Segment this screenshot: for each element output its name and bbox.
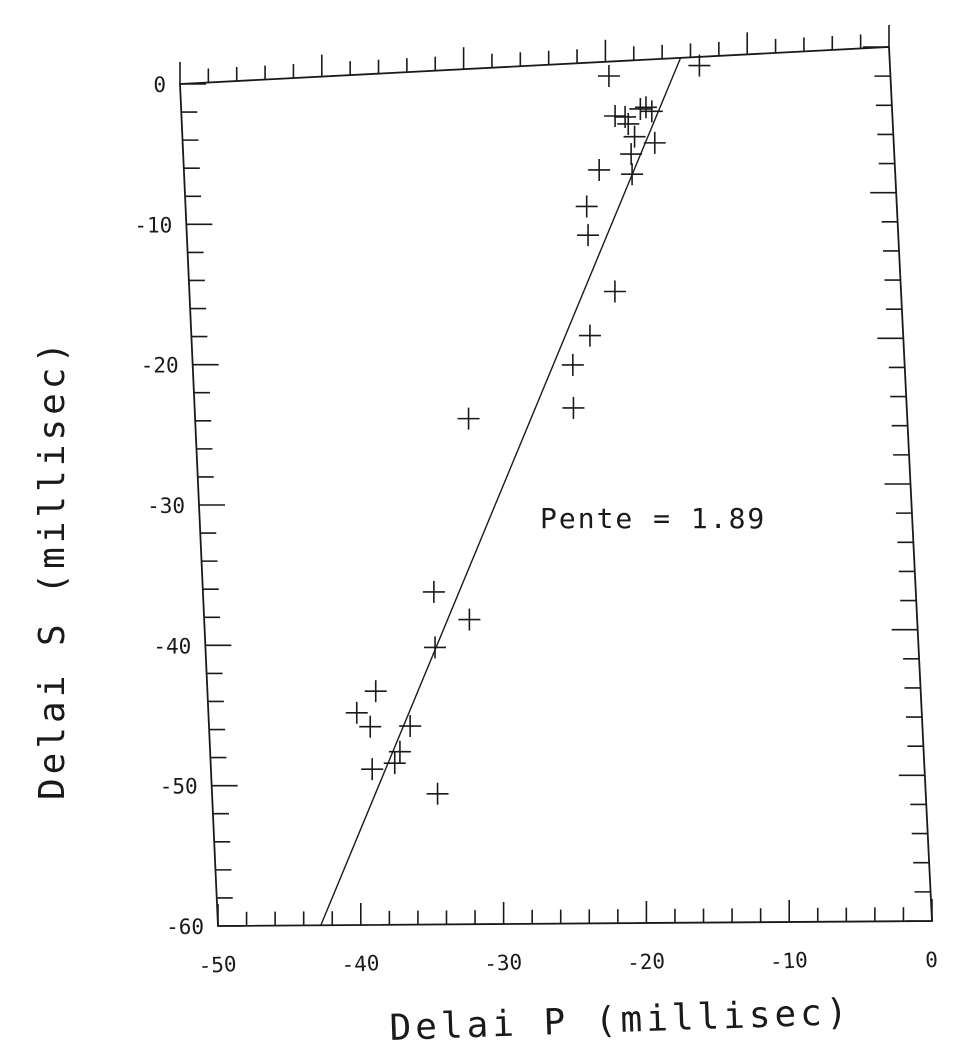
data-point — [603, 280, 626, 303]
data-point — [620, 143, 643, 166]
data-point — [361, 758, 384, 781]
data-point — [597, 65, 620, 88]
data-point — [422, 580, 445, 603]
x-tick-label: 0 — [925, 948, 939, 973]
data-point — [383, 752, 406, 775]
y-axis-title: Delai S (millisec) — [32, 338, 73, 800]
regression-line — [320, 57, 682, 926]
data-point — [577, 224, 600, 247]
bottom-axis-ticks — [217, 899, 933, 926]
y-tick-label: -40 — [153, 634, 191, 658]
data-point — [364, 680, 387, 703]
data-point — [588, 158, 611, 181]
data-point — [643, 131, 666, 154]
slope-annotation: Pente = 1.89 — [540, 502, 766, 535]
left-axis-ticks — [180, 83, 244, 927]
y-tick-label: 0 — [153, 73, 166, 97]
y-tick-label: -30 — [147, 494, 185, 518]
y-tick-label: -60 — [166, 915, 204, 939]
x-axis-title: Delai P (millisec) — [389, 992, 852, 1049]
x-tick-label: -50 — [198, 952, 237, 978]
data-points — [345, 54, 711, 805]
data-point — [562, 396, 585, 419]
data-point — [345, 701, 368, 724]
data-point — [359, 715, 382, 738]
y-tick-labels: 0 -10 -20 -30 -40 -50 -60 — [134, 73, 204, 939]
data-point — [457, 407, 480, 430]
x-tick-labels: -50 -40 -30 -20 -10 0 — [198, 948, 939, 978]
data-point — [634, 96, 657, 119]
data-point — [575, 195, 598, 218]
data-point — [388, 740, 411, 763]
right-axis-ticks — [863, 46, 932, 922]
y-tick-label: -50 — [160, 775, 198, 799]
y-tick-label: -20 — [141, 354, 179, 378]
data-point — [629, 97, 652, 120]
data-point — [458, 608, 481, 631]
data-point — [424, 636, 447, 659]
plot-frame — [179, 46, 933, 927]
data-point — [578, 324, 601, 347]
x-tick-label: -30 — [484, 950, 523, 976]
x-tick-label: -20 — [626, 949, 665, 975]
x-tick-label: -40 — [341, 951, 380, 977]
data-point — [561, 353, 584, 376]
data-point — [621, 163, 644, 186]
y-tick-label: -10 — [134, 213, 172, 237]
data-point — [623, 125, 646, 148]
x-tick-label: -10 — [769, 948, 808, 974]
data-point — [399, 715, 422, 738]
data-point — [640, 100, 663, 123]
data-point — [604, 104, 627, 127]
top-axis-ticks — [179, 25, 890, 84]
data-point — [426, 782, 449, 805]
data-point — [688, 54, 711, 77]
data-point — [617, 112, 640, 135]
